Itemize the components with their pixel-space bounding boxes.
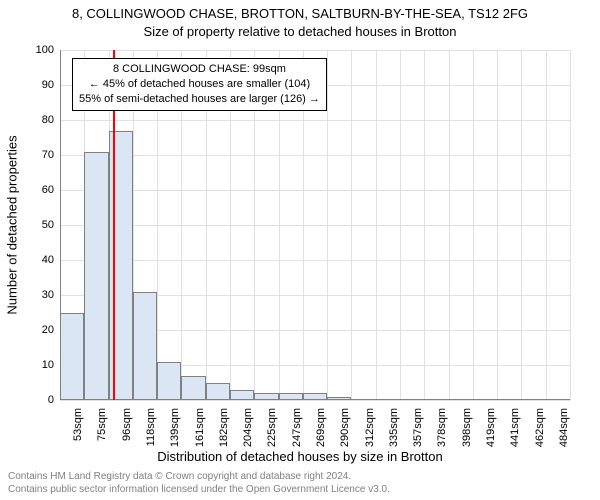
x-tick-label: 357sqm <box>408 408 424 447</box>
gridline-v <box>546 50 547 400</box>
attribution-footer: Contains HM Land Registry data © Crown c… <box>8 470 390 496</box>
y-tick-label: 90 <box>42 79 60 91</box>
gridline-h <box>60 120 570 121</box>
gridline-h <box>60 225 570 226</box>
x-tick-label: 290sqm <box>335 408 351 447</box>
x-axis-line <box>60 399 570 400</box>
x-tick-label: 96sqm <box>117 408 133 441</box>
x-tick-label: 182sqm <box>214 408 230 447</box>
gridline-h <box>60 260 570 261</box>
y-tick-label: 50 <box>42 219 60 231</box>
gridline-v <box>424 50 425 400</box>
y-axis-line <box>60 50 61 400</box>
x-tick-label: 161sqm <box>190 408 206 447</box>
x-tick-label: 53sqm <box>68 408 84 441</box>
y-tick-label: 100 <box>36 44 60 56</box>
y-tick-label: 80 <box>42 114 60 126</box>
x-tick-label: 118sqm <box>141 408 157 446</box>
gridline-h <box>60 155 570 156</box>
y-tick-label: 60 <box>42 184 60 196</box>
x-tick-label: 441sqm <box>505 408 521 447</box>
x-tick-label: 247sqm <box>287 408 303 447</box>
x-tick-label: 335sqm <box>384 408 400 447</box>
gridline-h <box>60 190 570 191</box>
bar <box>133 292 157 401</box>
bar <box>84 152 108 401</box>
bar <box>206 383 230 401</box>
gridline-v <box>473 50 474 400</box>
bar <box>60 313 84 401</box>
gridline-v <box>351 50 352 400</box>
subtitle: Size of property relative to detached ho… <box>0 24 600 39</box>
figure: 8, COLLINGWOOD CHASE, BROTTON, SALTBURN-… <box>0 0 600 500</box>
y-tick-label: 0 <box>48 394 60 406</box>
x-tick-label: 269sqm <box>311 408 327 447</box>
x-axis-label: Distribution of detached houses by size … <box>0 449 600 464</box>
gridline-v <box>400 50 401 400</box>
gridline-v <box>327 50 328 400</box>
gridline-h <box>60 50 570 51</box>
y-tick-label: 70 <box>42 149 60 161</box>
y-tick-label: 20 <box>42 324 60 336</box>
footer-line-1: Contains HM Land Registry data © Crown c… <box>8 470 390 483</box>
bar <box>181 376 205 401</box>
y-tick-label: 10 <box>42 359 60 371</box>
bar <box>157 362 181 401</box>
x-tick-label: 204sqm <box>238 408 254 447</box>
gridline-v <box>521 50 522 400</box>
x-tick-label: 419sqm <box>481 408 497 447</box>
x-tick-label: 312sqm <box>360 408 376 447</box>
chart-area: 010203040506070809010053sqm75sqm96sqm118… <box>60 50 570 400</box>
x-tick-label: 225sqm <box>262 408 278 447</box>
footer-line-2: Contains public sector information licen… <box>8 483 390 496</box>
y-tick-label: 40 <box>42 254 60 266</box>
annotation-line: ← 45% of detached houses are smaller (10… <box>79 77 320 92</box>
x-tick-label: 75sqm <box>92 408 108 441</box>
x-tick-label: 398sqm <box>457 408 473 447</box>
y-tick-label: 30 <box>42 289 60 301</box>
gridline-v <box>376 50 377 400</box>
y-axis-label: Number of detached properties <box>5 135 20 314</box>
x-tick-label: 139sqm <box>165 408 181 447</box>
x-tick-label: 462sqm <box>530 408 546 447</box>
gridline-v <box>570 50 571 400</box>
gridline-h <box>60 400 570 401</box>
page-title: 8, COLLINGWOOD CHASE, BROTTON, SALTBURN-… <box>0 6 600 21</box>
annotation-line: 8 COLLINGWOOD CHASE: 99sqm <box>79 62 320 77</box>
annotation-box: 8 COLLINGWOOD CHASE: 99sqm← 45% of detac… <box>72 58 327 111</box>
annotation-line: 55% of semi-detached houses are larger (… <box>79 92 320 107</box>
gridline-v <box>449 50 450 400</box>
x-tick-label: 484sqm <box>554 408 570 447</box>
x-tick-label: 378sqm <box>432 408 448 447</box>
gridline-v <box>497 50 498 400</box>
